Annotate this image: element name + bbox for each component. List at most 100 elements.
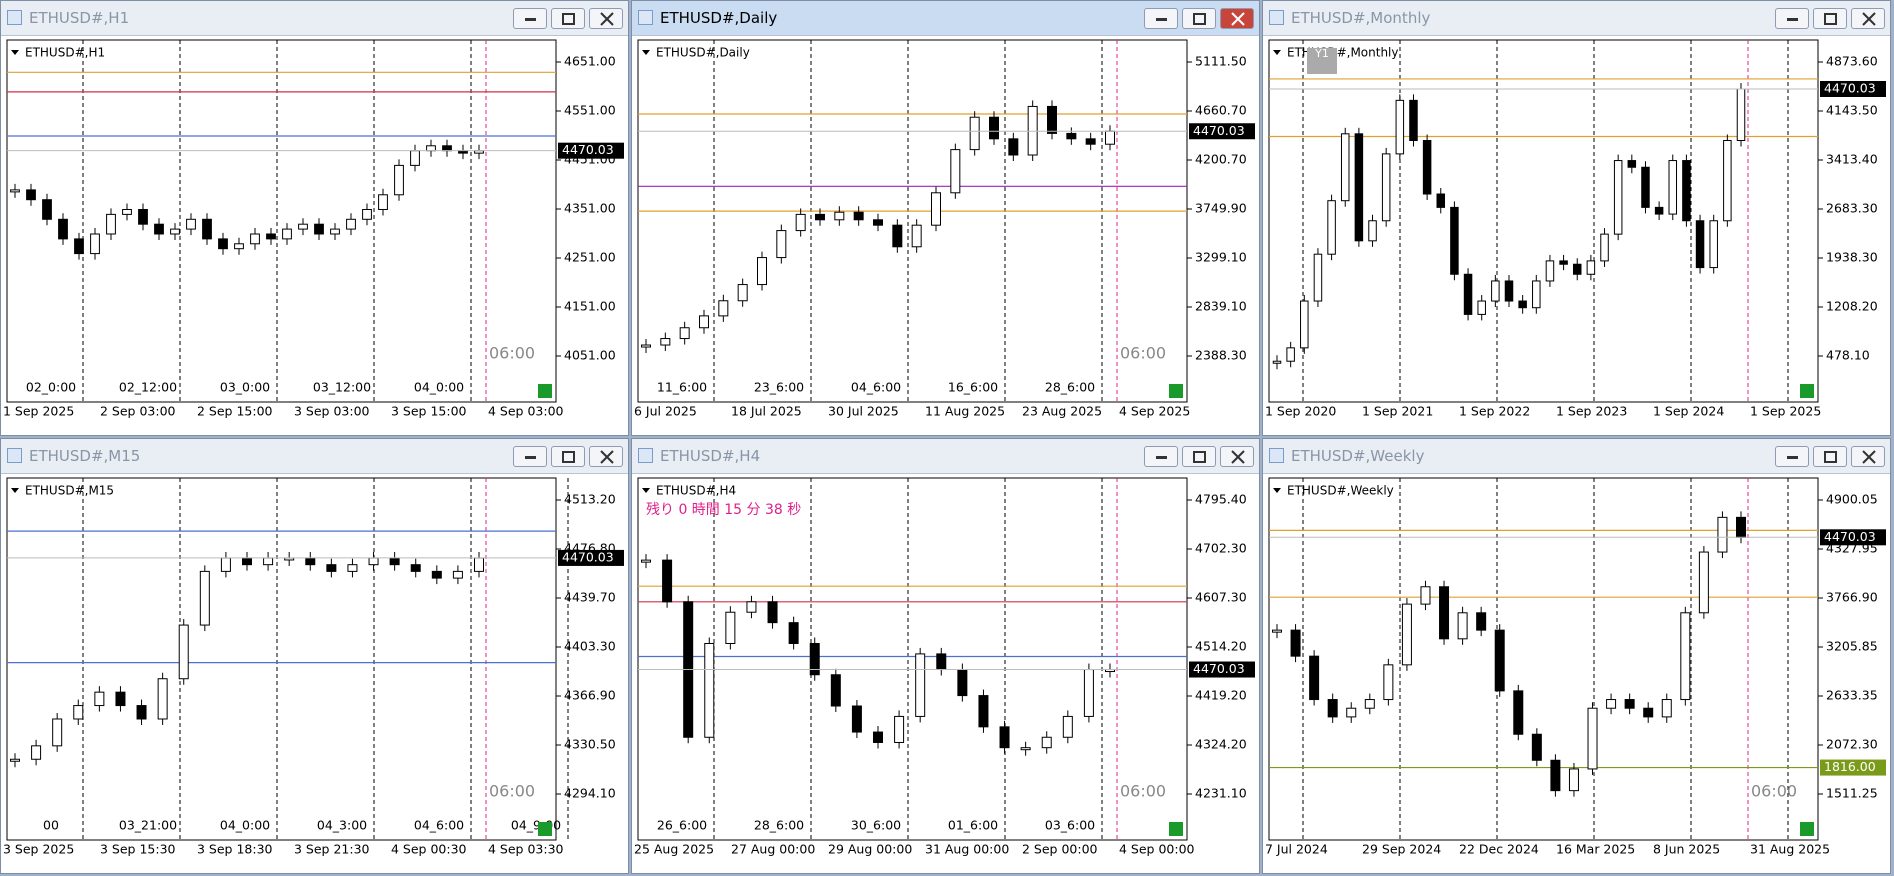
autoscroll-marker — [1169, 822, 1183, 836]
time-label: 2 Sep 15:00 — [197, 404, 273, 419]
candle — [1661, 699, 1672, 718]
minimize-button[interactable] — [1144, 8, 1178, 29]
chart-area: 26_6:00 28_6:00 30_6:00 01_6:00 03_6:00 4795.… — [634, 477, 1255, 857]
time-label: 27 Aug 00:00 — [731, 842, 815, 857]
maximize-button[interactable] — [1182, 446, 1216, 467]
time-label: 1 Sep 2022 — [1459, 404, 1530, 419]
maximize-button[interactable] — [1813, 8, 1847, 29]
candle — [431, 570, 442, 579]
time-label: 29 Sep 2024 — [1362, 842, 1441, 857]
chart-window[interactable]: ETHUSD#,Monthly 4873.60 4143.50 3413.40 2683… — [1262, 0, 1891, 436]
maximize-button[interactable] — [1182, 8, 1216, 29]
current-price: 4470.03 — [1193, 123, 1245, 138]
chart-window[interactable]: ETHUSD#,M15 00 03_21:00 04_0:00 04_3:00 04_6:… — [0, 438, 629, 874]
symbol-label: ETHUSD#,M15 — [25, 484, 114, 498]
button-icon — [562, 451, 575, 463]
close-button[interactable] — [589, 8, 623, 29]
candle — [1290, 629, 1301, 657]
collapse-arrow — [1273, 50, 1281, 55]
close-button[interactable] — [589, 446, 623, 467]
minimize-button[interactable] — [1775, 8, 1809, 29]
time-label-inner: 04_6:00 — [851, 380, 901, 395]
current-price-tag — [558, 142, 624, 159]
price-label: 4551.00 — [564, 103, 616, 118]
symbol-label: ETHUSD#,Weekly — [1287, 484, 1394, 498]
price-label: 4419.20 — [1195, 688, 1247, 703]
candle — [410, 150, 420, 166]
symbol-label: ETHUSD#,H4 — [656, 484, 736, 498]
candle — [830, 674, 841, 707]
plot-frame — [637, 477, 1188, 841]
candle — [969, 116, 980, 151]
button-icon — [1231, 450, 1245, 464]
time-label-inner: 30_6:00 — [851, 818, 901, 833]
chart-window[interactable]: ETHUSD#,Weekly 4900.05 4327.95 3766.90 3205.… — [1262, 438, 1891, 874]
candle — [1309, 655, 1320, 701]
candle — [1695, 220, 1705, 269]
close-button[interactable] — [1220, 8, 1254, 29]
maximize-button[interactable] — [551, 446, 585, 467]
candle — [474, 557, 484, 572]
maximize-button[interactable] — [1813, 446, 1847, 467]
time-label: 2 Sep 03:00 — [100, 404, 176, 419]
icon-shape — [1824, 451, 1837, 463]
candle — [326, 564, 337, 572]
minimize-button[interactable] — [513, 8, 547, 29]
minimize-button[interactable] — [1775, 446, 1809, 467]
time-overlay: 06:00 — [489, 344, 535, 363]
button-icon — [1231, 12, 1245, 26]
time-label: 3 Sep 15:30 — [100, 842, 176, 857]
candle — [298, 223, 308, 230]
icon-shape — [525, 18, 536, 21]
price-label: 4330.50 — [564, 737, 616, 752]
chart-window[interactable]: ETHUSD#,H4 26_6:00 28_6:00 30_6:00 01_6:00 03… — [631, 438, 1260, 874]
candle — [347, 564, 358, 572]
candle — [1736, 88, 1746, 141]
candle — [1717, 516, 1728, 553]
title-bar: ETHUSD#,Daily — [632, 1, 1259, 36]
candle — [170, 228, 180, 235]
candle — [834, 211, 845, 221]
window-icon — [7, 10, 22, 25]
candle — [1709, 220, 1718, 269]
close-button[interactable] — [1220, 446, 1254, 467]
candle — [1559, 260, 1568, 265]
price-label: 4607.30 — [1195, 590, 1247, 605]
chart-window[interactable]: ETHUSD#,Daily 11_6:00 23_6:00 04_6:00 16_6:0… — [631, 0, 1260, 436]
window-title: ETHUSD#,H1 — [29, 9, 130, 27]
close-button[interactable] — [1851, 446, 1885, 467]
price-label: 3299.10 — [1195, 250, 1247, 265]
candle — [915, 653, 926, 717]
current-price: 4470.03 — [562, 142, 614, 157]
time-label: 6 Jul 2025 — [634, 404, 697, 419]
chart-window[interactable]: ETHUSD#,H1 02_0:00 02_12:00 03_0:00 03_12:00… — [0, 0, 629, 436]
candle — [186, 218, 196, 230]
candle — [641, 344, 651, 348]
price-label: 4702.30 — [1195, 541, 1247, 556]
candle — [1613, 160, 1623, 235]
price-label: 1208.20 — [1826, 299, 1878, 314]
icon-shape — [600, 12, 614, 26]
price-label: 4231.10 — [1195, 786, 1247, 801]
button-icon — [525, 456, 536, 459]
button-icon — [1787, 18, 1798, 21]
candle — [1027, 105, 1038, 156]
level-tag — [1820, 759, 1886, 776]
current-price-tag — [1189, 661, 1255, 678]
current-price-tag — [1820, 529, 1886, 546]
minimize-button[interactable] — [1144, 446, 1178, 467]
time-label-inner: 28_6:00 — [1045, 380, 1095, 395]
candle — [767, 601, 778, 624]
candle — [1641, 166, 1650, 208]
close-button[interactable] — [1851, 8, 1885, 29]
candle — [26, 189, 36, 201]
candle — [725, 611, 736, 644]
maximize-button[interactable] — [551, 8, 585, 29]
candle — [442, 145, 452, 152]
time-label: 4 Sep 03:00 — [488, 404, 564, 419]
price-label: 478.10 — [1826, 348, 1870, 363]
minimize-button[interactable] — [513, 446, 547, 467]
candle — [957, 669, 968, 697]
time-label: 25 Aug 2025 — [634, 842, 714, 857]
